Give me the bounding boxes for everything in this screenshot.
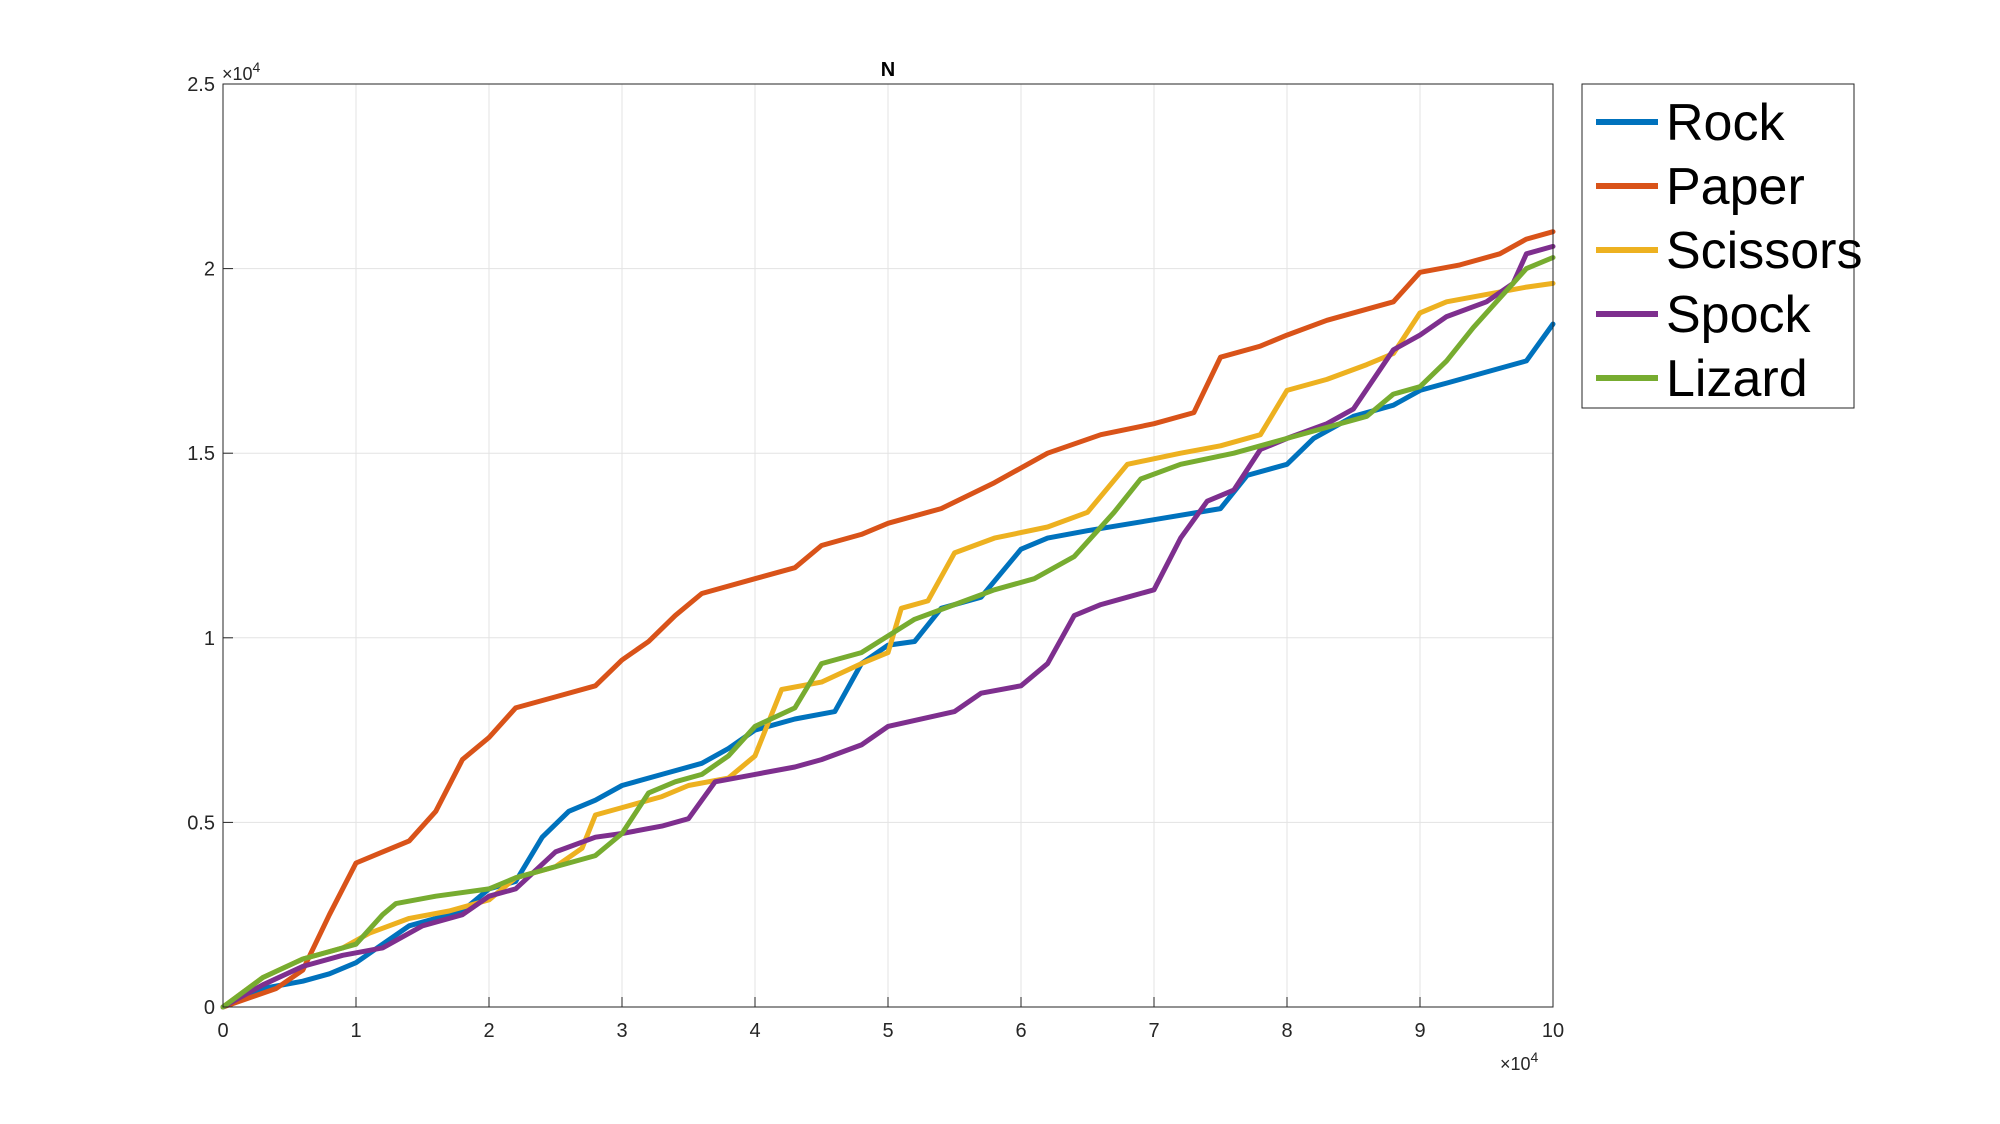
- x-tick-label: 1: [350, 1020, 361, 1042]
- y-tick-label: 2.5: [187, 74, 215, 96]
- y-tick-label: 2: [204, 259, 215, 281]
- series-line-lizard: [220, 255, 1556, 1010]
- x-tick-label: 0: [217, 1020, 228, 1042]
- x-tick-label: 8: [1281, 1020, 1292, 1042]
- series-line-scissors: [220, 280, 1556, 1010]
- y-tick-label: 0.5: [187, 812, 215, 834]
- x-tick-label: 3: [616, 1020, 627, 1042]
- x-tick-label: 10: [1542, 1020, 1564, 1042]
- x-tick-label: 7: [1148, 1020, 1159, 1042]
- y-tick-label: 1.5: [187, 443, 215, 465]
- x-tick-label: 2: [483, 1020, 494, 1042]
- legend-label-lizard: Lizard: [1666, 350, 1808, 408]
- y-axis: 0 0.5 1 1.5 2 2.5: [187, 74, 233, 1019]
- series-lines: [220, 229, 1556, 1010]
- legend-box: [1581, 83, 1855, 409]
- x-tick-label: 4: [749, 1020, 760, 1042]
- chart-title: N: [881, 59, 895, 81]
- y-axis-exponent: ×104: [222, 59, 261, 84]
- series-line-spock: [220, 243, 1556, 1010]
- legend-label-spock: Spock: [1666, 286, 1812, 344]
- legend-label-rock: Rock: [1666, 94, 1785, 152]
- legend-label-paper: Paper: [1666, 158, 1805, 216]
- series-line-rock: [220, 321, 1556, 1010]
- legend-label-scissors: Scissors: [1666, 222, 1862, 280]
- series-line-paper: [220, 229, 1556, 1010]
- y-tick-label: 0: [204, 997, 215, 1019]
- x-tick-label: 9: [1414, 1020, 1425, 1042]
- x-tick-label: 6: [1015, 1020, 1026, 1042]
- legend: Rock Paper Scissors Spock Lizard: [1581, 83, 1862, 409]
- x-axis: 0 1 2 3 4 5 6 7 8 9 10: [217, 997, 1564, 1042]
- x-axis-exponent: ×104: [1500, 1049, 1539, 1074]
- x-tick-label: 5: [882, 1020, 893, 1042]
- y-tick-label: 1: [204, 628, 215, 650]
